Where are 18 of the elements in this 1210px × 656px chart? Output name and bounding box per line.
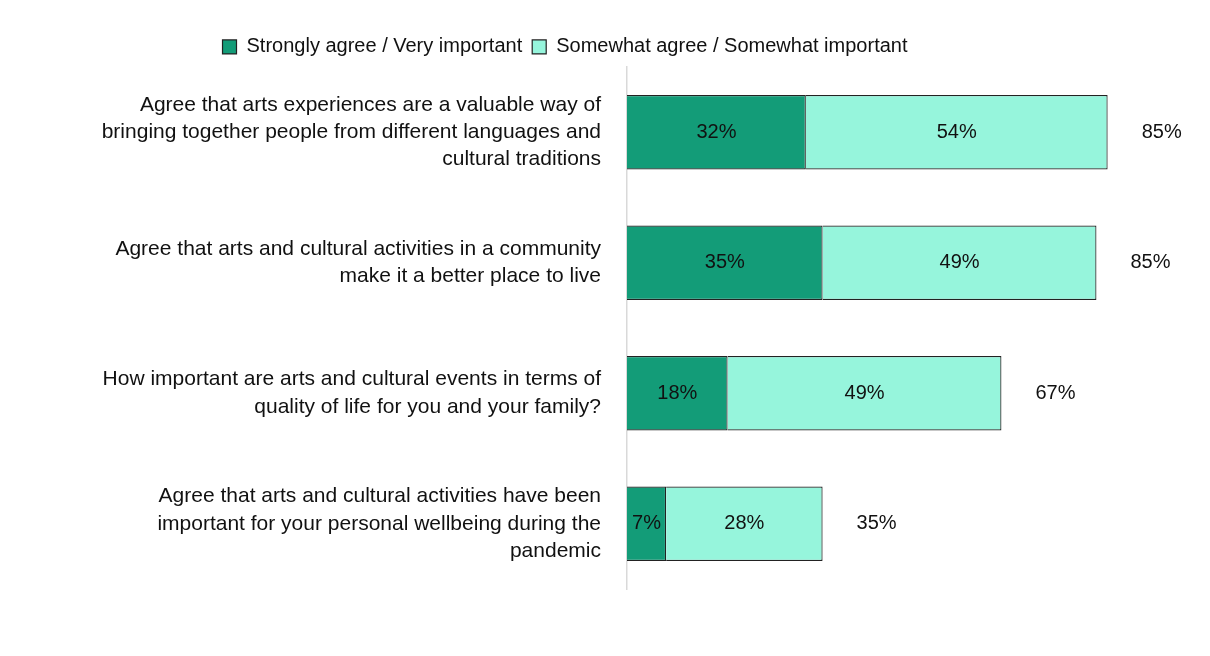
legend-label: Strongly agree / Very important: [246, 34, 523, 57]
data-label: 49%: [844, 380, 885, 403]
y-tick-label: How important are arts and cultural events in terms of quality of life for you and your family?: [102, 366, 602, 417]
data-label: 28%: [724, 511, 765, 534]
data-label: 18%: [657, 380, 698, 403]
total-label: 85%: [1141, 119, 1182, 142]
total-label: 67%: [1035, 380, 1076, 403]
data-label: 54%: [936, 119, 977, 142]
y-tick-label: Agree that arts and cultural activities in a community make it a better place to live: [115, 235, 602, 287]
legend-label: Somewhat agree / Somewhat important: [556, 34, 908, 57]
data-label: 32%: [696, 119, 737, 142]
data-label: 49%: [939, 250, 980, 273]
y-tick-label: Agree that arts and cultural activities have been important for your personal wellbeing during the pandemic: [157, 483, 601, 561]
y-tick-label: Agree that arts experiences are a valuable way of bringing together people from different languages and cultural traditions: [101, 91, 602, 170]
data-label: 7%: [632, 511, 662, 534]
total-label: 35%: [856, 511, 897, 534]
total-label: 85%: [1130, 250, 1171, 273]
data-label: 35%: [704, 250, 746, 273]
